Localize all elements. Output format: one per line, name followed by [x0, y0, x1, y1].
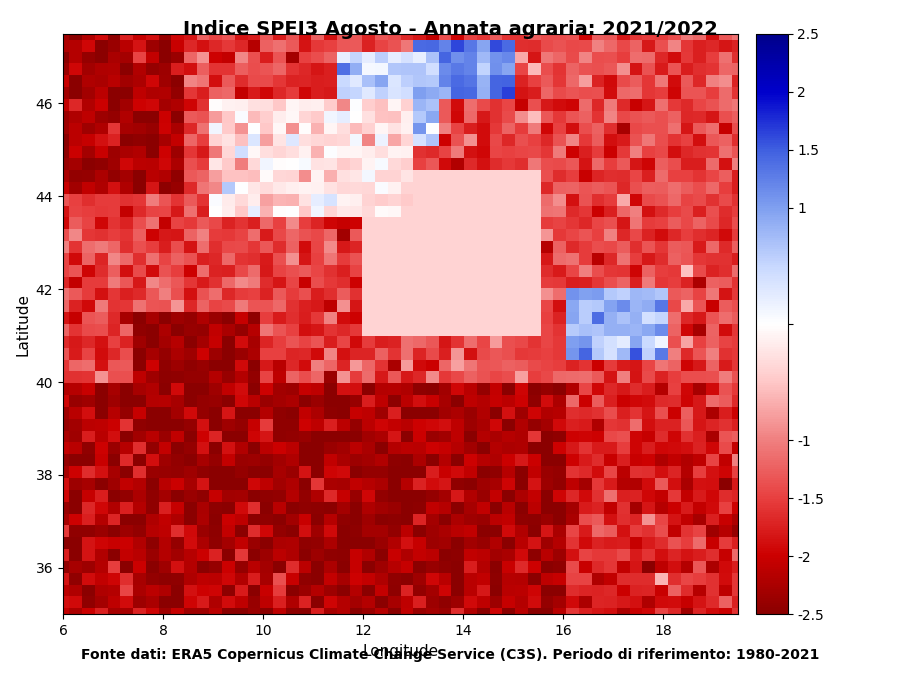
Y-axis label: Latitude: Latitude	[15, 292, 30, 356]
Text: Indice SPEI3 Agosto - Annata agraria: 2021/2022: Indice SPEI3 Agosto - Annata agraria: 20…	[183, 20, 717, 39]
X-axis label: Longitude: Longitude	[363, 643, 438, 659]
Text: Fonte dati: ERA5 Copernicus Climate Change Service (C3S). Periodo di riferimento: Fonte dati: ERA5 Copernicus Climate Chan…	[81, 647, 819, 662]
